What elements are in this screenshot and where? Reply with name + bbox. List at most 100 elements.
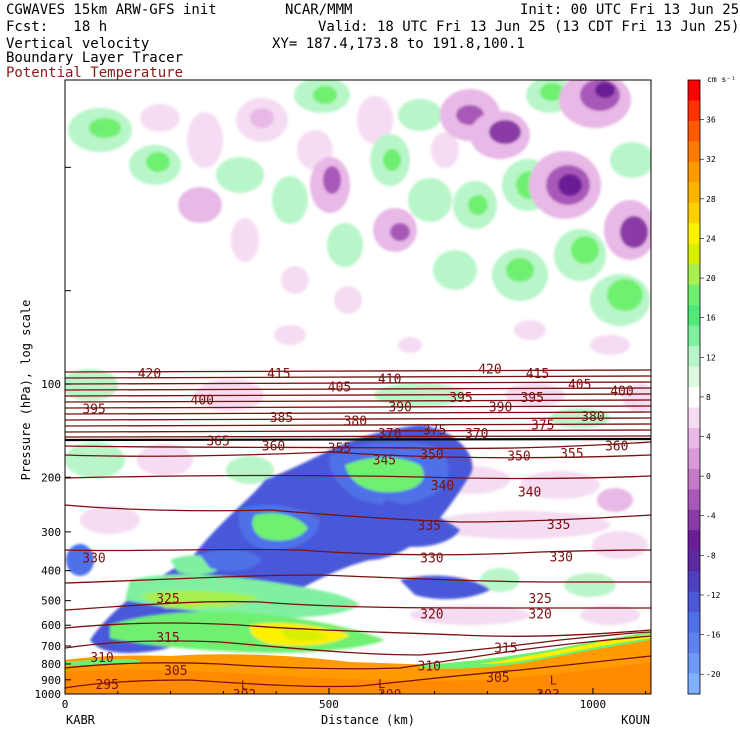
theta-label: 355 [328,441,351,456]
theta-label-text: 330 [420,552,443,567]
theta-label: 395 [82,403,105,418]
colorbar-segment [688,243,700,265]
theta-label-text: 310 [90,651,113,666]
theta-label-text: 303 [536,688,559,703]
theta-label-text: 405 [328,381,351,396]
theta-label: 302 [233,688,256,694]
theta-label-text: 335 [547,518,570,533]
theta-label: 410 [378,373,401,388]
theta-label: 420 [138,367,161,382]
theta-label: 320 [528,608,551,623]
theta-label-text: 375 [531,418,554,433]
theta-label: 330 [420,552,443,567]
colorbar-segment [688,305,700,327]
colorbar-tick-label: 4 [706,433,711,442]
theta-label-text: 385 [270,411,293,426]
theta-label: 385 [270,411,293,426]
theta-label-text: 410 [378,373,401,388]
colorbar-segment [688,612,700,634]
theta-label: 375 [423,423,446,438]
colorbar-segment [688,427,700,449]
colorbar-tick-label: 28 [706,195,716,204]
colorbar-segment [688,202,700,224]
colorbar-unit: cm s⁻¹ [707,75,736,84]
theta-label-text: 420 [138,367,161,382]
theta-label-text: 345 [373,453,396,468]
colorbar-tick-label: 0 [706,472,711,481]
theta-label-text: 340 [431,479,454,494]
theta-label-text: 330 [550,550,573,565]
left-station-label: KABR [66,713,96,727]
y-tick-label: 700 [41,640,61,653]
colorbar-tick-label: -4 [706,512,716,521]
y-tick-label: 900 [41,674,61,687]
theta-label-text: 395 [82,403,105,418]
theta-label: 315 [156,631,179,646]
theta-label: 360 [262,440,285,455]
field-vertical-velocity: Vertical velocity [6,36,150,52]
colorbar-segment [688,100,700,122]
colorbar-tick-label: 8 [706,393,711,402]
theta-label-text: 310 [418,660,441,675]
theta-label: 405 [328,381,351,396]
colorbar-tick-label: 12 [706,353,716,362]
theta-label: 350 [420,448,443,463]
theta-label-text: 320 [420,608,443,623]
theta-label: 375 [531,418,554,433]
init-time: Init: 00 UTC Fri 13 Jun 25 [520,2,740,18]
low-marker: L [241,679,248,693]
colorbar-segment [688,387,700,408]
theta-label: 310 [418,660,441,675]
theta-label-text: 315 [156,631,179,646]
theta-label-text: 325 [528,592,551,607]
theta-label-text: 350 [507,449,530,464]
theta-label-text: 305 [486,671,509,686]
colorbar-segment [688,468,700,490]
theta-label: 360 [605,440,628,455]
theta-label: 395 [449,391,472,406]
colorbar-segment [688,591,700,613]
theta-label: 330 [82,552,105,567]
theta-label: 395 [520,391,543,406]
theta-label: 415 [526,367,549,382]
theta-label: 300 [378,688,401,694]
colorbar-segment [688,448,700,470]
theta-label-text: 350 [420,448,443,463]
theta-label-text: 320 [528,608,551,623]
y-tick-label: 600 [41,619,61,632]
theta-label: 415 [267,367,290,382]
theta-label: 345 [373,453,396,468]
theta-label: 305 [486,671,509,686]
cross-section-coords: XY= 187.4,173.8 to 191.8,100.1 [272,36,525,52]
theta-label-text: 375 [423,423,446,438]
colorbar-segment [688,346,700,368]
forecast-hour: Fcst: 18 h [6,19,108,35]
theta-label-text: 330 [82,552,105,567]
theta-label-text: 305 [164,664,187,679]
colorbar-tick-label: -20 [706,670,721,679]
theta-label: 325 [156,592,179,607]
colorbar-segment [688,161,700,183]
y-tick-label: 500 [41,595,61,608]
y-tick-label: 800 [41,658,61,671]
theta-label-text: 370 [378,427,401,442]
theta-label-text: 395 [520,391,543,406]
theta-label: 315 [494,642,517,657]
theta-label-text: 335 [418,519,441,534]
theta-label-text: 390 [489,400,512,415]
theta-label-text: 295 [95,678,118,693]
theta-label: 325 [528,592,551,607]
colorbar-segment [688,550,700,572]
colorbar-segment [688,325,700,347]
colorbar-segment [688,489,700,511]
theta-label: 380 [344,414,367,429]
colorbar-tick-label: -16 [706,631,721,640]
theta-label-text: 360 [605,440,628,455]
theta-label: 405 [568,378,591,393]
colorbar-segment [688,509,700,531]
colorbar-tick-label: 32 [706,155,716,164]
theta-label: 310 [90,651,113,666]
